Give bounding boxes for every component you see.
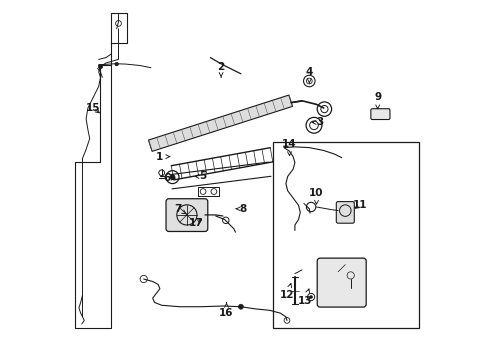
Bar <box>272 142 419 328</box>
Circle shape <box>170 175 175 180</box>
Text: 1: 1 <box>156 152 169 162</box>
Text: 4: 4 <box>305 67 312 83</box>
Text: 11: 11 <box>352 200 366 210</box>
Text: 5: 5 <box>195 171 206 181</box>
Text: 2: 2 <box>217 62 224 77</box>
Circle shape <box>115 62 118 66</box>
Text: 12: 12 <box>279 284 294 300</box>
FancyBboxPatch shape <box>370 109 389 120</box>
Polygon shape <box>148 95 292 151</box>
Text: 15: 15 <box>86 103 101 113</box>
Text: 3: 3 <box>311 117 323 127</box>
Text: 6: 6 <box>163 173 175 183</box>
Text: 10: 10 <box>308 188 323 204</box>
FancyBboxPatch shape <box>317 258 366 307</box>
Text: 14: 14 <box>282 139 296 156</box>
Circle shape <box>309 296 312 298</box>
Circle shape <box>238 304 243 309</box>
Text: 9: 9 <box>373 92 381 109</box>
Text: 17: 17 <box>188 218 203 228</box>
Text: 16: 16 <box>219 303 233 318</box>
Text: 7: 7 <box>174 204 186 214</box>
Text: 8: 8 <box>236 204 246 214</box>
FancyBboxPatch shape <box>166 199 207 231</box>
Circle shape <box>98 64 102 69</box>
Text: 13: 13 <box>297 289 312 306</box>
FancyBboxPatch shape <box>336 202 354 223</box>
